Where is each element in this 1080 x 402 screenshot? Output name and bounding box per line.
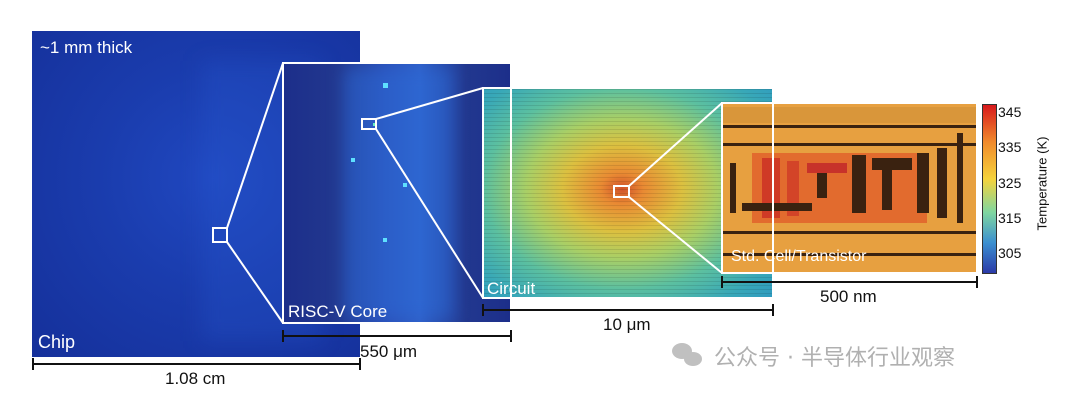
hotspot-dot — [373, 123, 376, 126]
colorbar-tick: 325 — [998, 175, 1022, 191]
zoom-line — [375, 87, 484, 120]
zoom-line — [628, 102, 723, 187]
zoom-line — [226, 241, 284, 324]
colorbar-tick: 335 — [998, 139, 1022, 155]
core-scale-label: 550 μm — [360, 342, 418, 361]
std-cell-thermal-map — [722, 103, 977, 273]
cell-panel-border — [721, 102, 978, 274]
risc-v-core-thermal-map — [283, 63, 511, 323]
core-panel-border — [282, 62, 512, 324]
cell-scale-label: 500 nm — [820, 287, 877, 306]
circuit-scale-bar — [482, 304, 774, 316]
hotspot-dot — [383, 238, 387, 242]
hotspot-dot — [403, 183, 407, 187]
circuit-zoom-marker — [613, 185, 630, 198]
watermark-text: 公众号 · 半导体行业观察 — [714, 346, 955, 371]
core-hotspot — [343, 68, 453, 318]
thickness-label: ~1 mm thick — [40, 38, 133, 57]
cell-scale-bar — [721, 276, 978, 288]
hotspot-dot — [351, 158, 355, 162]
core-zoom-marker — [361, 118, 377, 130]
zoom-line — [226, 62, 284, 229]
chip-zoom-marker — [212, 227, 228, 243]
core-scale-bar — [282, 330, 512, 342]
zoom-line — [628, 196, 723, 274]
hotspot-dot — [383, 83, 388, 88]
watermark: 公众号 · 半导体行业观察 — [672, 340, 955, 372]
circuit-scale-label: 10 μm — [603, 315, 651, 334]
chip-label: Chip — [38, 332, 76, 352]
wechat-icon — [672, 343, 706, 369]
zoom-line — [375, 128, 484, 299]
temperature-colorbar — [982, 104, 997, 274]
std-cell-label: Std. Cell/Transistor — [731, 248, 867, 265]
chip-scale-label: 1.08 cm — [165, 369, 226, 388]
cell-layout — [722, 103, 977, 273]
colorbar-tick: 305 — [998, 245, 1022, 261]
circuit-panel-border — [482, 87, 774, 299]
colorbar-tick: 315 — [998, 210, 1022, 226]
risc-v-core-label: RISC-V Core — [288, 302, 388, 321]
chip-scale-bar — [32, 358, 361, 370]
colorbar-tick: 345 — [998, 104, 1022, 120]
